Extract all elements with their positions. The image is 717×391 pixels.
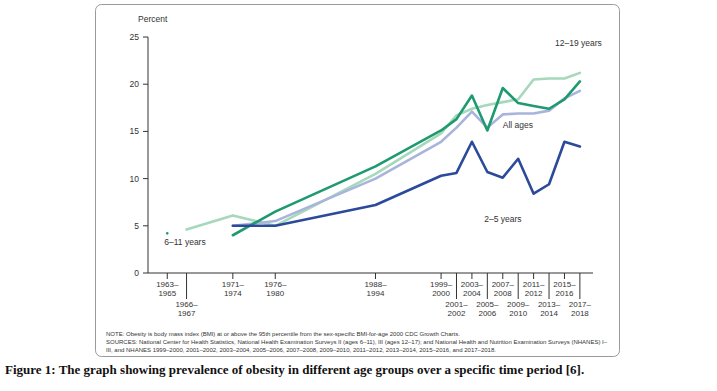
y-tick xyxy=(143,273,148,274)
y-tick xyxy=(143,131,148,132)
y-tick xyxy=(143,178,148,179)
x-tick-label: 1971–1974 xyxy=(222,280,245,298)
x-tick-label: 1966–1967 xyxy=(175,300,198,318)
x-tick xyxy=(564,273,565,279)
y-tick-label: 10 xyxy=(130,174,140,184)
x-tick-label: 1976–1980 xyxy=(264,280,287,298)
x-tick xyxy=(232,273,233,279)
plot-area xyxy=(167,73,580,235)
x-tick-label: 2009–2010 xyxy=(507,300,530,318)
series-label: All ages xyxy=(503,120,533,130)
y-tick xyxy=(143,84,148,85)
x-tick xyxy=(456,273,457,299)
caption: Figure 1: The graph showing prevalence o… xyxy=(5,362,584,378)
series-label: 12–19 years xyxy=(555,38,602,48)
x-tick xyxy=(441,273,442,279)
x-tick xyxy=(275,273,276,279)
y-tick-label: 5 xyxy=(134,221,139,231)
x-tick xyxy=(518,273,519,299)
note: NOTE: Obesity is body mass index (BMI) a… xyxy=(106,331,611,339)
x-tick-label: 1999–2000 xyxy=(430,280,453,298)
x-tick-label: 2003–2004 xyxy=(461,280,484,298)
series-label: 2–5 years xyxy=(484,214,521,224)
x-tick-label: 2007–2008 xyxy=(492,280,515,298)
y-tick xyxy=(143,225,148,226)
y-tick-label: 15 xyxy=(130,126,140,136)
x-tick xyxy=(502,273,503,279)
series-line xyxy=(233,142,580,226)
frame xyxy=(96,5,620,357)
x-tick-label: 2001–2002 xyxy=(445,300,468,318)
y-tick-label: 20 xyxy=(130,79,140,89)
x-tick-label: 2017–2018 xyxy=(569,300,592,318)
x-tick-label: 1988–1994 xyxy=(364,280,387,298)
sources: SOURCES: National Center for Health Stat… xyxy=(106,339,611,354)
x-tick xyxy=(186,273,187,299)
x-tick xyxy=(471,273,472,279)
y-tick xyxy=(143,37,148,38)
x-axis xyxy=(148,273,593,274)
x-tick xyxy=(167,273,168,279)
series-label: 6–11 years xyxy=(164,237,205,247)
x-tick-label: 2015–2016 xyxy=(553,280,576,298)
y-tick-label: 25 xyxy=(130,32,140,42)
x-tick-label: 1963–1965 xyxy=(156,280,179,298)
series-line xyxy=(167,81,580,235)
x-tick xyxy=(549,273,550,299)
x-tick-label: 2005–2006 xyxy=(476,300,499,318)
x-tick xyxy=(533,273,534,279)
y-axis-label: Percent xyxy=(138,14,168,24)
y-axis xyxy=(148,37,149,273)
y-tick-label: 0 xyxy=(134,268,139,278)
x-tick xyxy=(579,273,580,299)
x-tick-label: 2011–2012 xyxy=(523,280,545,298)
series-line xyxy=(187,73,580,230)
series-line xyxy=(233,91,580,226)
x-tick-label: 2013–2014 xyxy=(538,300,561,318)
x-tick xyxy=(375,273,376,279)
x-tick xyxy=(487,273,488,299)
